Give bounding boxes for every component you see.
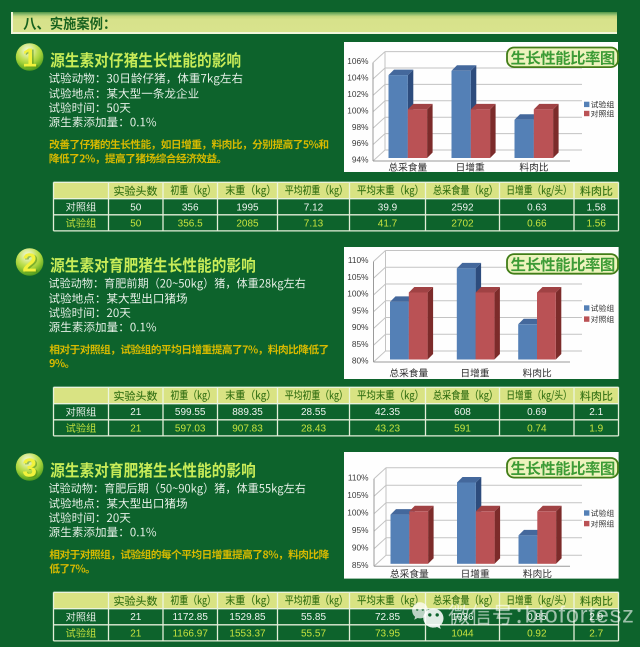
- svg-text:106%: 106%: [347, 56, 369, 66]
- svg-text:2592: 2592: [451, 202, 474, 213]
- svg-text:85%: 85%: [352, 339, 369, 349]
- svg-text:100%: 100%: [347, 105, 369, 115]
- svg-text:2.9: 2.9: [589, 612, 603, 623]
- svg-text:43.23: 43.23: [375, 423, 400, 434]
- svg-text:110%: 110%: [348, 472, 369, 482]
- svg-text:2.7: 2.7: [589, 628, 603, 639]
- svg-text:28.55: 28.55: [301, 407, 326, 418]
- svg-text:356: 356: [182, 202, 199, 213]
- svg-text:608: 608: [454, 407, 471, 418]
- svg-text:73.95: 73.95: [375, 628, 400, 639]
- svg-text:41.7: 41.7: [378, 218, 398, 229]
- svg-text:1: 1: [24, 44, 38, 74]
- svg-text:21: 21: [130, 612, 142, 623]
- svg-text:39.9: 39.9: [378, 202, 398, 213]
- svg-text:28.43: 28.43: [301, 423, 326, 434]
- svg-text:1.56: 1.56: [586, 218, 606, 229]
- svg-text:42.35: 42.35: [375, 407, 400, 418]
- svg-text:0.85: 0.85: [527, 612, 547, 623]
- svg-text:104%: 104%: [347, 73, 369, 83]
- svg-text:1036: 1036: [451, 612, 474, 623]
- svg-text:21: 21: [130, 407, 142, 418]
- svg-text:85%: 85%: [352, 560, 369, 570]
- svg-text:72.85: 72.85: [375, 612, 400, 623]
- svg-text:102%: 102%: [347, 89, 369, 99]
- svg-text:105%: 105%: [347, 272, 369, 282]
- svg-text:356.5: 356.5: [178, 218, 203, 229]
- svg-text:1: 1: [22, 42, 36, 72]
- svg-text:100%: 100%: [347, 289, 369, 299]
- svg-text:1166.97: 1166.97: [172, 628, 208, 639]
- svg-text:0.63: 0.63: [527, 202, 547, 213]
- svg-text:95%: 95%: [352, 305, 369, 315]
- svg-text:80%: 80%: [352, 356, 369, 366]
- svg-text:1995: 1995: [236, 202, 259, 213]
- svg-text:50: 50: [130, 202, 142, 213]
- svg-text:1172.85: 1172.85: [172, 612, 208, 623]
- svg-text:3: 3: [22, 452, 36, 482]
- svg-text:0.74: 0.74: [527, 423, 547, 434]
- svg-text:0.92: 0.92: [527, 628, 547, 639]
- svg-text:90%: 90%: [352, 322, 369, 332]
- svg-text:94%: 94%: [352, 155, 369, 165]
- svg-text:889.35: 889.35: [232, 407, 263, 418]
- svg-text:21: 21: [130, 423, 142, 434]
- svg-text:3: 3: [24, 454, 38, 484]
- svg-text:2085: 2085: [236, 218, 259, 229]
- svg-text:50: 50: [130, 218, 142, 229]
- svg-text:1.9: 1.9: [589, 423, 603, 434]
- svg-text:2702: 2702: [451, 218, 474, 229]
- svg-text:591: 591: [454, 423, 471, 434]
- svg-text:0.69: 0.69: [527, 407, 547, 418]
- svg-text:21: 21: [130, 628, 142, 639]
- svg-text:1553.37: 1553.37: [229, 628, 266, 639]
- svg-text:110%: 110%: [348, 255, 369, 265]
- svg-text:90%: 90%: [352, 542, 369, 552]
- svg-text:55.85: 55.85: [301, 612, 326, 623]
- svg-text:7.13: 7.13: [304, 218, 324, 229]
- svg-text:2: 2: [22, 247, 36, 277]
- svg-text:2: 2: [24, 249, 38, 279]
- svg-text:7.12: 7.12: [304, 202, 324, 213]
- svg-text:100%: 100%: [347, 507, 369, 517]
- svg-text:1044: 1044: [451, 628, 474, 639]
- svg-text:105%: 105%: [347, 490, 369, 500]
- svg-text:96%: 96%: [352, 138, 369, 148]
- svg-text:597.03: 597.03: [175, 423, 206, 434]
- svg-text:0.66: 0.66: [527, 218, 547, 229]
- svg-text:599.55: 599.55: [175, 407, 206, 418]
- svg-text:2.1: 2.1: [589, 407, 603, 418]
- svg-text:98%: 98%: [352, 122, 369, 132]
- svg-text:1.58: 1.58: [586, 202, 606, 213]
- svg-text:biofortesz: biofortesz: [525, 602, 635, 628]
- svg-text:55.57: 55.57: [301, 628, 326, 639]
- svg-text:1529.85: 1529.85: [229, 612, 266, 623]
- svg-text:95%: 95%: [352, 525, 369, 535]
- svg-text:907.83: 907.83: [232, 423, 263, 434]
